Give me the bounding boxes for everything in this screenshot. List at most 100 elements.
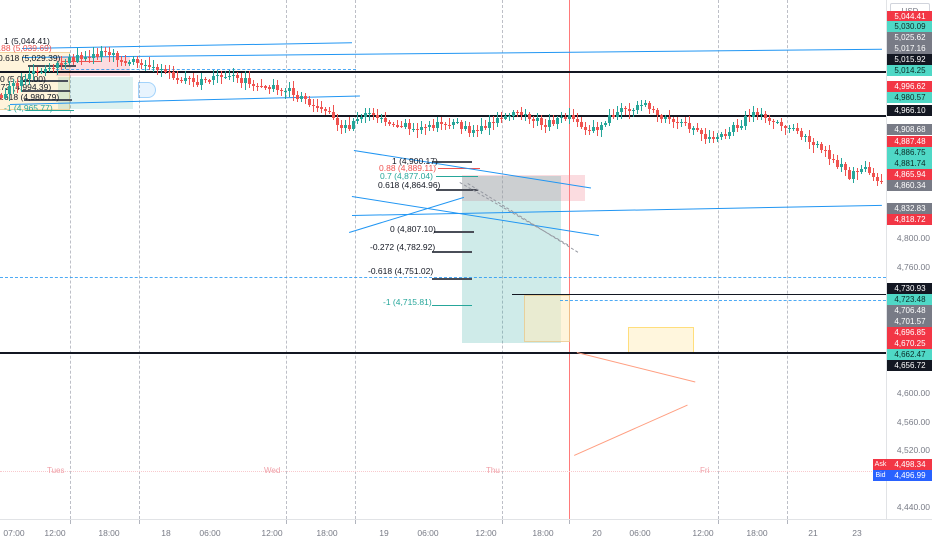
- price-tick: 4,800.00: [896, 233, 930, 243]
- candlestick: [744, 110, 747, 131]
- candlestick: [616, 106, 619, 121]
- candlestick: [580, 116, 583, 129]
- candlestick: [168, 64, 171, 79]
- candlestick: [144, 60, 147, 71]
- candlestick: [220, 70, 223, 84]
- price-badge[interactable]: 4,860.34: [887, 180, 932, 191]
- price-badge[interactable]: 5,044.41: [887, 11, 932, 22]
- price-badge[interactable]: 4,996.62: [887, 81, 932, 92]
- quote-price-badge[interactable]: 4,498.34: [888, 459, 932, 470]
- price-badge[interactable]: 4,865.94: [887, 169, 932, 180]
- candlestick: [452, 119, 455, 130]
- candlestick: [592, 120, 595, 134]
- candlestick: [72, 53, 75, 65]
- price-badge[interactable]: 4,701.57: [887, 316, 932, 327]
- price-badge[interactable]: 5,017.16: [887, 43, 932, 54]
- time-axis[interactable]: 07:00 12:00 18:00 18 06:00 12:00 18:00 19 06:00 1…: [0, 519, 932, 551]
- candlestick: [36, 66, 39, 76]
- candlestick: [780, 118, 783, 132]
- vertical-gridline-current: [569, 0, 570, 519]
- price-tick: 4,600.00: [896, 388, 930, 398]
- price-badge[interactable]: 4,706.48: [887, 305, 932, 316]
- price-badge[interactable]: 4,980.57: [887, 92, 932, 103]
- candlestick: [68, 53, 71, 65]
- candlestick: [216, 69, 219, 83]
- candlestick: [820, 141, 823, 154]
- candlestick: [224, 71, 227, 80]
- time-tick: 12:00: [261, 528, 283, 538]
- candlestick: [388, 119, 391, 127]
- candlestick: [24, 74, 27, 86]
- candlestick: [640, 100, 643, 111]
- price-badge[interactable]: 4,887.48: [887, 136, 932, 147]
- price-badge[interactable]: 5,015.92: [887, 54, 932, 65]
- session-label-fri: Fri: [700, 466, 710, 475]
- candlestick: [628, 102, 631, 119]
- candlestick: [240, 72, 243, 89]
- candlestick: [460, 119, 463, 134]
- candlestick: [716, 132, 719, 142]
- price-badge[interactable]: 4,881.74: [887, 158, 932, 169]
- time-tick: 18:00: [98, 528, 120, 538]
- candlestick: [768, 114, 771, 126]
- chart-plot-area[interactable]: 1 (5,044.41) 0.88 (5,039.69) 0.618 (5,02…: [0, 0, 886, 519]
- candlestick: [544, 118, 547, 133]
- candlestick: [704, 127, 707, 144]
- candlestick: [560, 112, 563, 124]
- price-tick: 4,760.00: [896, 262, 930, 272]
- price-badge[interactable]: 4,730.93: [887, 283, 932, 294]
- candlestick: [356, 112, 359, 125]
- fib-level-tick: [26, 110, 74, 111]
- candlestick: [496, 112, 499, 128]
- candlestick: [828, 144, 831, 166]
- dashed-level-line: [56, 69, 356, 70]
- fib-label: 0.88 (4,889.11): [379, 163, 437, 173]
- candlestick: [76, 47, 79, 64]
- fib-label: -1 (4,965.77): [4, 103, 53, 113]
- candlestick: [816, 140, 819, 148]
- candlestick: [688, 115, 691, 134]
- candlestick: [392, 121, 395, 128]
- price-badge[interactable]: 5,025.62: [887, 32, 932, 43]
- price-badge[interactable]: 4,723.48: [887, 294, 932, 305]
- candlestick: [228, 70, 231, 81]
- price-badge[interactable]: 4,656.72: [887, 360, 932, 371]
- candlestick: [236, 72, 239, 84]
- price-badge[interactable]: 4,818.72: [887, 214, 932, 225]
- price-badge[interactable]: 4,908.68: [887, 124, 932, 135]
- candlestick: [256, 83, 259, 91]
- candlestick: [352, 117, 355, 131]
- candlestick: [488, 115, 491, 135]
- fib-label: -0.272 (4,782.92): [370, 242, 436, 252]
- candlestick: [720, 132, 723, 140]
- candlestick: [204, 77, 207, 83]
- fib-level-tick: [24, 99, 72, 101]
- quote-price-badge[interactable]: 4,496.99: [888, 470, 932, 481]
- price-badge[interactable]: 4,832.83: [887, 203, 932, 214]
- candlestick: [572, 108, 575, 122]
- fib-level-tick: [432, 305, 472, 306]
- price-badge[interactable]: 4,886.75: [887, 147, 932, 158]
- session-label-wed: Wed: [264, 466, 281, 475]
- candlestick: [856, 168, 859, 180]
- price-badge[interactable]: 4,662.47: [887, 349, 932, 360]
- candlestick: [832, 153, 835, 163]
- candlestick: [88, 50, 91, 64]
- candlestick: [740, 120, 743, 131]
- price-axis[interactable]: USD 4,840.004,800.004,760.004,600.004,56…: [886, 0, 932, 519]
- candlestick: [372, 107, 375, 120]
- price-badge[interactable]: 5,014.25: [887, 65, 932, 76]
- vertical-gridline: [70, 0, 71, 519]
- price-badge[interactable]: 4,670.25: [887, 338, 932, 349]
- price-badge[interactable]: 4,696.85: [887, 327, 932, 338]
- price-tick: 4,560.00: [896, 417, 930, 427]
- price-badge[interactable]: 5,030.09: [887, 21, 932, 32]
- vertical-gridline: [502, 0, 503, 519]
- horizontal-level-line: [0, 71, 886, 73]
- candlestick: [632, 108, 635, 117]
- candlestick: [80, 52, 83, 65]
- fib-label: 0 (4,807.10): [390, 224, 436, 234]
- price-badge[interactable]: 4,966.10: [887, 105, 932, 116]
- candlestick: [444, 122, 447, 131]
